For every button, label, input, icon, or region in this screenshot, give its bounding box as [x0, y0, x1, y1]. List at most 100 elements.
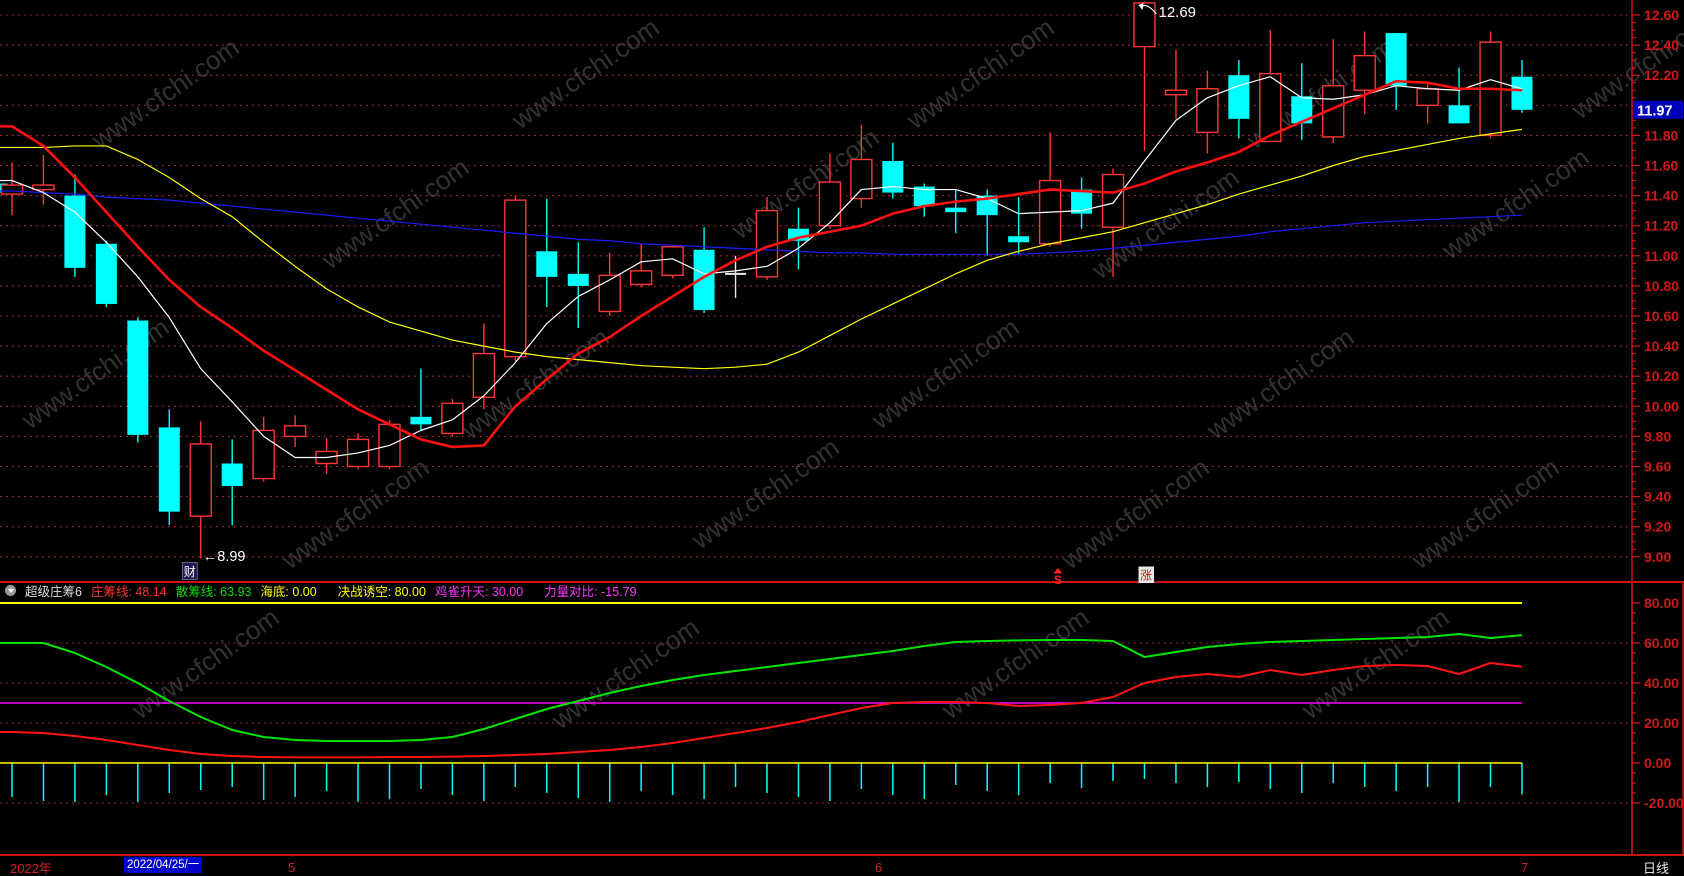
price-axis-label: 10.60	[1644, 308, 1679, 324]
candle[interactable]	[882, 142, 904, 199]
candle[interactable]	[693, 227, 715, 313]
last-price-label: 11.97	[1637, 103, 1673, 119]
candle[interactable]	[661, 245, 684, 279]
candle[interactable]	[1196, 70, 1219, 154]
signal-triangle-icon	[1053, 568, 1063, 574]
candle[interactable]	[536, 198, 558, 307]
indicator-field: 鸡雀升天: 30.00	[434, 585, 524, 599]
watermark: www.cfchi.com	[1295, 602, 1454, 726]
candle[interactable]	[567, 242, 589, 329]
selected-date-box[interactable]: 2022/04/25/一	[124, 857, 203, 873]
candle[interactable]	[189, 421, 212, 559]
price-axis-label: 11.20	[1644, 218, 1678, 234]
candle[interactable]	[945, 189, 967, 234]
candle[interactable]	[1008, 197, 1030, 255]
time-axis-bar: 2022年 2022/04/25/一 5 6 7 日线	[0, 856, 1684, 876]
high-price-label: 12.69	[1158, 4, 1196, 21]
indicator-line	[0, 662, 1523, 759]
indicator-field: 力量对比: -15.79	[544, 585, 637, 599]
candle[interactable]	[64, 174, 86, 277]
candle[interactable]	[1259, 30, 1282, 143]
candle[interactable]	[410, 368, 432, 431]
indicator-axis-label: 0.00	[1644, 755, 1671, 771]
indicator-axis-label: 80.00	[1644, 595, 1679, 611]
price-axis-label: 10.80	[1644, 278, 1679, 294]
month-label: 5	[288, 860, 296, 875]
indicator-axis-label: 20.00	[1644, 715, 1679, 731]
price-axis-label: 9.20	[1644, 519, 1671, 535]
candle[interactable]	[1322, 39, 1345, 143]
watermark: www.cfchi.com	[900, 12, 1059, 136]
month-label: 6	[875, 860, 883, 875]
candle[interactable]	[221, 439, 243, 526]
candle[interactable]	[252, 416, 275, 482]
chevron-down-circle-icon[interactable]	[5, 585, 16, 596]
candle[interactable]	[127, 317, 149, 443]
callout-arrowhead-icon	[1138, 3, 1144, 10]
event-badge[interactable]	[181, 562, 198, 580]
rise-badge-label: 涨	[1140, 568, 1152, 583]
watermark: www.cfchi.com	[125, 602, 284, 726]
candle[interactable]	[1101, 168, 1125, 277]
candle[interactable]	[1291, 63, 1313, 140]
indicator-fields: 庄筹线: 48.14 散筹线: 63.93 海底: 0.00 决战诱空: 80.00 鸡…	[91, 581, 637, 600]
price-axis-label: 11.00	[1644, 248, 1678, 264]
indicator-field: 决战诱空: 80.00	[337, 585, 426, 599]
candle[interactable]	[818, 153, 842, 229]
watermark: www.cfchi.com	[865, 312, 1024, 436]
price-axis-label: 11.60	[1644, 158, 1678, 174]
indicator-axis-label: -20.00	[1644, 795, 1684, 811]
candle[interactable]	[725, 255, 747, 298]
watermark: www.cfchi.com	[85, 32, 244, 156]
indicator-line	[0, 633, 1523, 742]
price-axis-label: 11.80	[1644, 127, 1678, 143]
candle[interactable]	[158, 409, 180, 526]
event-badge-label: 财	[184, 565, 196, 579]
candle[interactable]	[504, 195, 527, 362]
indicator-header: 超级庄筹6 庄筹线: 48.14 散筹线: 63.93 海底: 0.00 决战诱空: …	[0, 581, 1635, 600]
watermark: www.cfchi.com	[1435, 142, 1594, 266]
indicator-axis-label: 40.00	[1644, 675, 1679, 691]
candle[interactable]	[1228, 60, 1250, 139]
watermark: www.cfchi.com	[935, 602, 1094, 726]
watermark: www.cfchi.com	[315, 152, 474, 276]
ma-red	[0, 79, 1523, 449]
watermark: www.cfchi.com	[685, 432, 844, 556]
period-label[interactable]: 日线	[1643, 861, 1670, 876]
candle[interactable]	[95, 240, 117, 307]
indicator-field: 散筹线: 63.93	[175, 585, 252, 599]
watermark: www.cfchi.com	[15, 312, 174, 436]
month-label: 7	[1521, 860, 1529, 875]
candle[interactable]	[1353, 31, 1376, 115]
candle[interactable]	[1385, 33, 1407, 110]
candle[interactable]	[441, 398, 464, 437]
candle[interactable]	[283, 415, 307, 447]
candle[interactable]	[1479, 31, 1502, 139]
price-axis-label: 12.60	[1644, 7, 1679, 23]
candle[interactable]	[598, 252, 621, 316]
candle[interactable]	[1448, 67, 1470, 124]
indicator-title[interactable]: 超级庄筹6	[25, 585, 82, 599]
price-axis-label: 10.00	[1644, 398, 1679, 414]
price-axis-label: 12.40	[1644, 37, 1679, 53]
candle[interactable]	[1071, 177, 1093, 229]
price-axis-label: 9.60	[1644, 459, 1671, 475]
signal-marker-label[interactable]: S	[1054, 573, 1062, 587]
candle[interactable]	[32, 154, 55, 205]
indicator-axis-box	[1631, 581, 1684, 856]
candle[interactable]	[0, 162, 24, 216]
watermark: www.cfchi.com	[545, 612, 704, 736]
year-label: 2022年	[10, 861, 52, 876]
ma-white	[0, 76, 1523, 459]
indicator-field: 海底: 0.00	[260, 585, 317, 599]
rise-badge[interactable]	[1138, 566, 1155, 584]
candle[interactable]	[1511, 60, 1533, 113]
candle[interactable]	[1164, 49, 1188, 119]
price-axis-label: 12.20	[1644, 67, 1679, 83]
price-axis-label: 9.40	[1644, 489, 1671, 505]
candle[interactable]	[1133, 1, 1156, 151]
price-axis-label: 9.80	[1644, 428, 1671, 444]
candle[interactable]	[629, 243, 653, 288]
